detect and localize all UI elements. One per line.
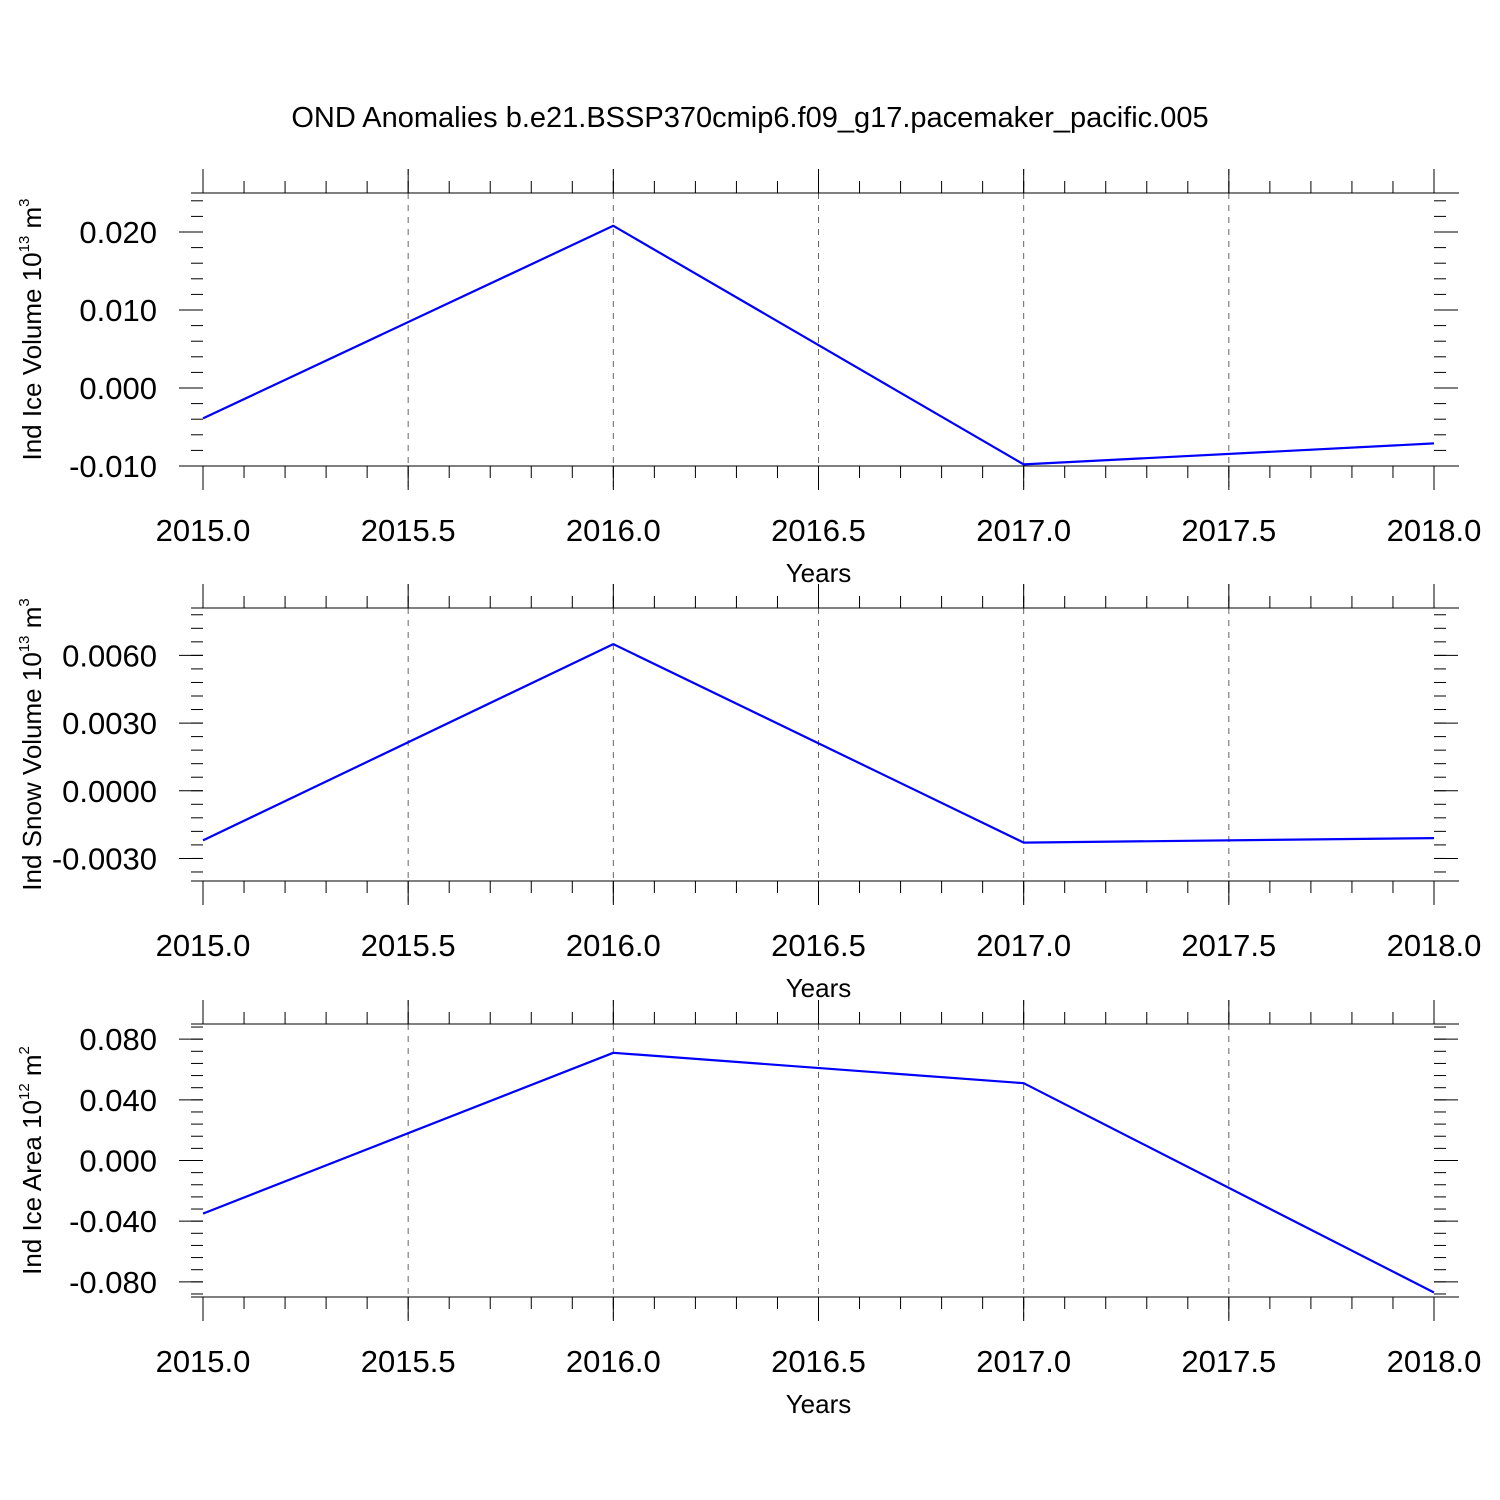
x-tick-label: 2016.5 (771, 928, 866, 963)
x-tick-label: 2017.5 (1181, 513, 1276, 548)
y-tick-label: 0.020 (79, 215, 157, 250)
x-tick-label: 2017.5 (1181, 1344, 1276, 1379)
y-tick-label: 0.000 (79, 371, 157, 406)
x-tick-label: 2017.0 (976, 928, 1071, 963)
y-axis-title-superscript: 13 (16, 636, 33, 653)
x-tick-label: 2018.0 (1387, 513, 1482, 548)
y-axis-title-text: m (17, 1054, 47, 1083)
x-tick-label: 2015.5 (361, 1344, 456, 1379)
y-axis-title: Ind Ice Area 1012​ m2​ (16, 1046, 47, 1275)
y-axis-title-text: Ind Snow Volume 10 (17, 652, 47, 891)
y-tick-label: -0.010 (69, 449, 157, 484)
x-axis-title: Years (786, 973, 852, 1003)
x-tick-label: 2016.5 (771, 1344, 866, 1379)
x-tick-label: 2016.0 (566, 1344, 661, 1379)
chart-panel-3: -0.080 -0.040 0.000 0.040 0.080 2015.0 2015.5 2… (16, 1000, 1481, 1419)
x-tick-label: 2015.5 (361, 513, 456, 548)
x-tick-label: 2017.5 (1181, 928, 1276, 963)
y-tick-label: 0.040 (79, 1083, 157, 1118)
y-axis-title-text: Ind Ice Volume 10 (17, 252, 47, 460)
chart-panel-2: -0.0030 0.0000 0.0030 0.0060 2015.0 2015.5 201… (16, 584, 1481, 1003)
y-tick-label: 0.0000 (62, 774, 157, 809)
y-axis-title-superscript: 13 (16, 236, 33, 253)
x-tick-label: 2016.5 (771, 513, 866, 548)
series-line (202, 642, 1435, 844)
y-axis-title: Ind Ice Volume 1013​ m3​ (16, 198, 47, 460)
y-tick-label: -0.080 (69, 1265, 157, 1300)
y-tick-label: 0.000 (79, 1144, 157, 1179)
y-axis-title-superscript: 3 (16, 198, 33, 206)
y-tick-label: -0.040 (69, 1204, 157, 1239)
y-axis-title-text: m (17, 607, 47, 636)
x-tick-label: 2016.0 (566, 928, 661, 963)
x-axis-title: Years (786, 558, 852, 588)
y-axis-title-superscript: 12 (16, 1083, 33, 1100)
figure-title: OND Anomalies b.e21.BSSP370cmip6.f09_g17… (291, 102, 1209, 134)
chart-panel-1: -0.010 0.000 0.010 0.020 2015.0 2015.5 2016.0 2… (16, 169, 1481, 588)
y-tick-label: 0.0030 (62, 706, 157, 741)
x-tick-label: 2017.0 (976, 1344, 1071, 1379)
y-axis-title-superscript: 3 (16, 598, 33, 606)
y-tick-label: -0.0030 (52, 841, 157, 876)
y-tick-label: 0.010 (79, 293, 157, 328)
x-tick-label: 2018.0 (1387, 928, 1482, 963)
x-tick-label: 2015.0 (156, 928, 251, 963)
x-tick-label: 2015.0 (156, 513, 251, 548)
series-line (202, 1051, 1435, 1294)
x-axis-title: Years (786, 1389, 852, 1419)
x-tick-label: 2016.0 (566, 513, 661, 548)
y-axis-title-superscript: 2 (16, 1046, 33, 1054)
series-line (202, 224, 1435, 466)
y-axis-title: Ind Snow Volume 1013​ m3​ (16, 598, 47, 890)
x-tick-label: 2015.0 (156, 1344, 251, 1379)
x-tick-label: 2015.5 (361, 928, 456, 963)
y-axis-title-text: m (17, 207, 47, 236)
y-tick-label: 0.080 (79, 1022, 157, 1057)
x-tick-label: 2018.0 (1387, 1344, 1482, 1379)
y-axis-title-text: Ind Ice Area 10 (17, 1100, 47, 1275)
y-tick-label: 0.0060 (62, 638, 157, 673)
x-tick-label: 2017.0 (976, 513, 1071, 548)
